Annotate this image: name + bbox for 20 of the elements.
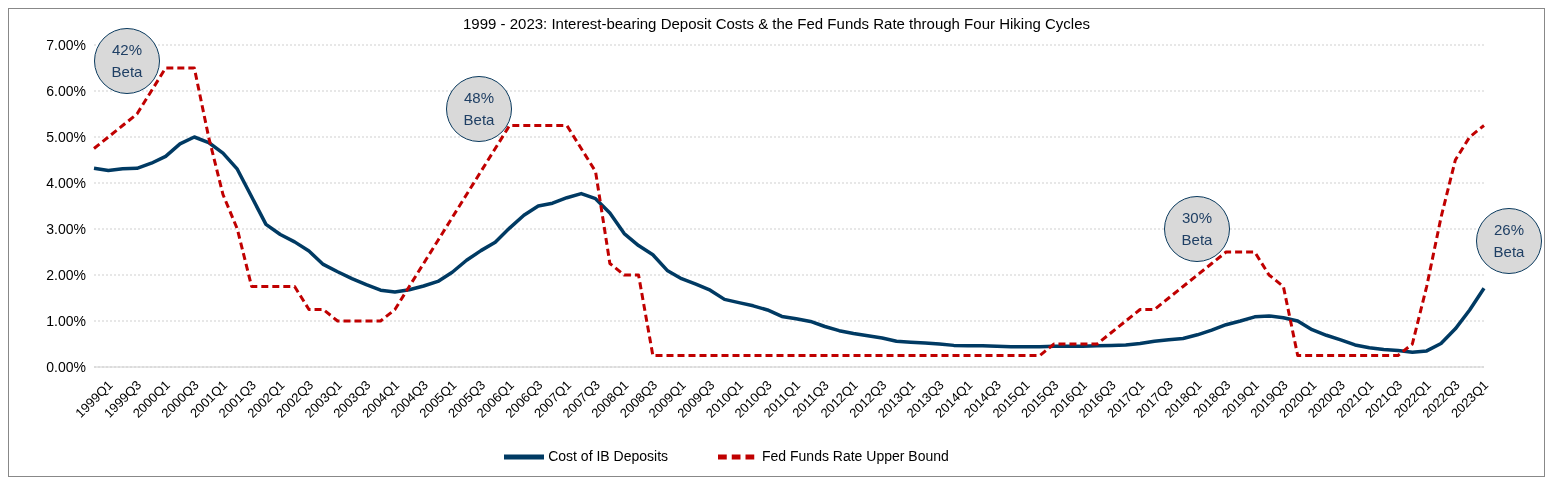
y-tick-label: 1.00% (46, 312, 86, 329)
line-series (92, 66, 1486, 357)
callout-bubble: 30% Beta (1164, 196, 1230, 262)
annotation: 30% Beta (1181, 208, 1213, 250)
legend-label: Fed Funds Rate Upper Bound (762, 447, 949, 464)
y-tick-label: 0.00% (46, 358, 86, 375)
y-tick-label: 4.00% (46, 174, 86, 191)
callout-bubble: 26% Beta (1476, 208, 1542, 274)
line-series (92, 135, 1486, 355)
annotation: 42% Beta (111, 40, 143, 82)
y-tick-label: 2.00% (46, 266, 86, 283)
annotation: 48% Beta (463, 88, 495, 130)
legend-label: Cost of IB Deposits (548, 447, 669, 464)
y-tick-label: 3.00% (46, 220, 86, 237)
y-tick-label: 7.00% (46, 36, 86, 53)
y-tick-label: 6.00% (46, 82, 86, 99)
chart-title: 1999 - 2023: Interest-bearing Deposit Costs & the Fed Funds Rate through Four Hiking Cycles (462, 14, 1091, 34)
callout-bubble: 48% Beta (446, 76, 512, 142)
y-tick-label: 5.00% (46, 128, 86, 145)
callout-bubble: 42% Beta (94, 28, 160, 94)
